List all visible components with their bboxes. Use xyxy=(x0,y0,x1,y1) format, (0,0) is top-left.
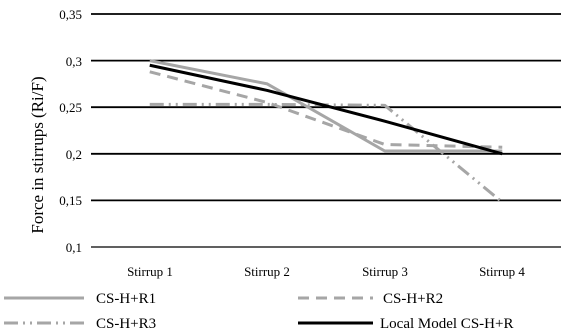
x-tick-label: Stirrup 1 xyxy=(127,264,173,279)
series-lines xyxy=(149,59,504,204)
y-axis-title: Force in stirrups (Ri/F) xyxy=(28,76,47,233)
series-line-local-model xyxy=(149,63,503,156)
x-tick-label: Stirrup 2 xyxy=(244,264,290,279)
x-tick-label: Stirrup 4 xyxy=(479,264,525,279)
gridlines xyxy=(91,13,561,248)
x-tick-labels: Stirrup 1 Stirrup 2 Stirrup 3 Stirrup 4 xyxy=(127,264,525,279)
y-tick-label: 0,25 xyxy=(59,100,82,115)
legend: CS-H+R1 CS-H+R2 CS-H+R3 Local Model CS-H… xyxy=(4,291,513,332)
y-tick-labels: 0,1 0,15 0,2 0,25 0,3 0,35 xyxy=(59,7,82,255)
legend-label-local-model: Local Model CS-H+R xyxy=(380,316,513,332)
y-tick-label: 0,15 xyxy=(59,193,82,208)
series-line-r2 xyxy=(149,70,503,149)
x-tick-label: Stirrup 3 xyxy=(362,264,408,279)
y-tick-label: 0,1 xyxy=(66,240,82,255)
y-tick-label: 0,2 xyxy=(66,147,82,162)
y-tick-label: 0,3 xyxy=(66,54,82,69)
series-line-r1 xyxy=(149,59,503,153)
y-tick-label: 0,35 xyxy=(59,7,82,22)
legend-label-r3: CS-H+R3 xyxy=(96,316,156,332)
legend-label-r1: CS-H+R1 xyxy=(96,291,156,307)
legend-label-r2: CS-H+R2 xyxy=(383,291,443,307)
